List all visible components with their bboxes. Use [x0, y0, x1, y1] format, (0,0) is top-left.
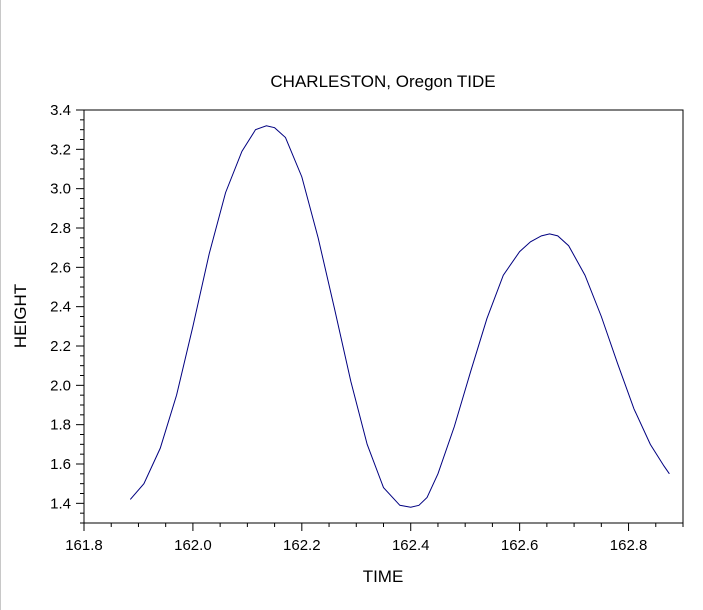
y-tick-labels: 1.4 1.6 1.8 2.0 2.2 2.4 2.6 2.8 3.0 3.2 3.4	[50, 102, 71, 512]
chart-title: CHARLESTON, Oregon TIDE	[270, 72, 495, 91]
axis-ticks	[76, 109, 684, 531]
y-tick-label: 2.6	[50, 259, 71, 276]
x-tick-label: 161.8	[65, 537, 103, 554]
y-tick-label: 2.2	[50, 338, 71, 355]
plot-frame	[83, 109, 684, 524]
x-tick-label: 162.4	[392, 537, 430, 554]
y-tick-label: 2.4	[50, 299, 71, 316]
y-tick-label: 1.6	[50, 456, 71, 473]
x-tick-label: 162.2	[283, 537, 321, 554]
y-tick-label: 3.2	[50, 141, 71, 158]
y-tick-label: 3.0	[50, 181, 71, 198]
x-axis-title: TIME	[363, 567, 404, 586]
x-tick-labels: 161.8 162.0 162.2 162.4 162.6 162.8	[65, 537, 647, 554]
y-tick-label: 1.8	[50, 417, 71, 434]
y-tick-label: 2.0	[50, 377, 71, 394]
series-line-height	[129, 125, 670, 508]
y-tick-label: 3.4	[50, 102, 71, 119]
y-tick-label: 2.8	[50, 220, 71, 237]
y-axis-title: HEIGHT	[11, 284, 30, 348]
x-tick-label: 162.6	[501, 537, 539, 554]
window-edge	[0, 0, 1, 610]
y-tick-label: 1.4	[50, 495, 71, 512]
x-tick-label: 162.0	[174, 537, 212, 554]
x-tick-label: 162.8	[610, 537, 648, 554]
